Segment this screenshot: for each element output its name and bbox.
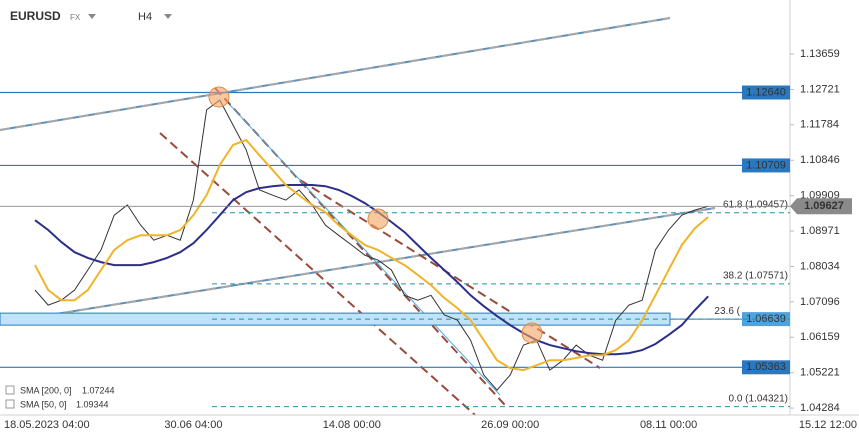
level-label-box	[742, 85, 790, 100]
level-label: 1.10709	[746, 159, 786, 171]
level-label-box	[742, 360, 790, 375]
fib-label: 61.8 (1.09457)	[723, 199, 788, 210]
header: EURUSD FX H4	[10, 9, 172, 23]
legend-value: 1.09344	[76, 399, 109, 409]
channel-line	[299, 179, 601, 369]
price-label-box	[790, 198, 852, 215]
price-line	[34, 99, 709, 391]
y-tick-label: 1.12721	[800, 83, 840, 95]
level-label-box	[742, 158, 790, 173]
dropdown-icon[interactable]	[164, 14, 172, 19]
y-tick-label: 1.08971	[800, 225, 840, 237]
dropdown-icon[interactable]	[88, 14, 96, 19]
y-tick-label: 1.04284	[800, 402, 840, 414]
fib-label: 38.2 (1.07571)	[723, 271, 788, 282]
y-tick-label: 1.07096	[800, 296, 840, 308]
markers	[208, 86, 543, 344]
plot: 1.136591.127211.117841.108461.099091.089…	[0, 48, 857, 431]
y-tick-label: 1.11784	[800, 119, 839, 131]
symbol: EURUSD	[10, 9, 61, 23]
y-tick-label: 1.06159	[800, 331, 840, 343]
trend-line-dash	[0, 17, 671, 131]
legend-icon[interactable]	[5, 385, 15, 395]
y-tick-label: 1.10846	[800, 154, 840, 166]
market: FX	[70, 13, 81, 22]
x-tick-label: 15.12 12:00	[799, 419, 857, 431]
legend: SMA [200, 0] 1.07244 SMA [50, 0] 1.09344	[5, 385, 115, 409]
timeframe[interactable]: H4	[138, 11, 152, 23]
y-tick-label: 1.05221	[800, 367, 840, 379]
level-label: 1.05363	[746, 361, 786, 373]
legend-name: SMA [50, 0]	[20, 399, 67, 409]
sma-line	[34, 184, 709, 356]
highlight	[208, 86, 230, 108]
x-tick-label: 08.11 00:00	[640, 419, 697, 431]
y-tick-label: 1.08034	[800, 260, 840, 272]
trend-line-dash	[0, 207, 716, 324]
legend-value: 1.07244	[82, 385, 115, 395]
highlight	[521, 322, 543, 344]
price-label: 1.09627	[804, 200, 844, 212]
zone	[0, 312, 671, 326]
x-tick-label: 26.09 00:00	[481, 419, 539, 431]
fib-label: 0.0 (1.04321)	[729, 393, 789, 404]
y-tick-label: 1.13659	[800, 48, 840, 60]
highlight	[367, 208, 389, 230]
channel-mid	[229, 104, 501, 396]
fib-label: 23.6 (	[714, 306, 740, 317]
sma-line	[34, 138, 709, 372]
x-tick-label: 30.06 04:00	[164, 419, 222, 431]
x-tick-label: 18.05.2023 04:00	[4, 419, 90, 431]
x-tick-label: 14.08 00:00	[323, 419, 381, 431]
legend-name: SMA [200, 0]	[20, 385, 72, 395]
legend-icon[interactable]	[5, 399, 15, 409]
level-label: 1.12640	[746, 86, 786, 98]
